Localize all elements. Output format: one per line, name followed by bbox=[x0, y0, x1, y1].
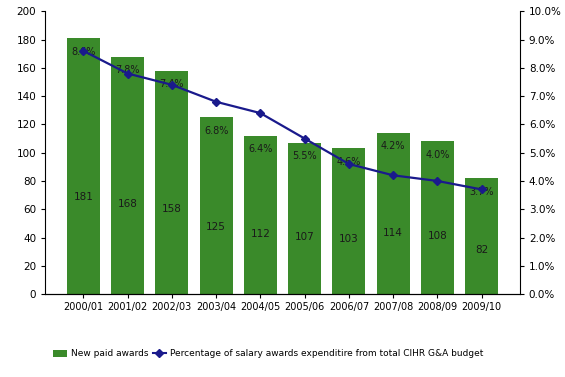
Text: 7.8%: 7.8% bbox=[115, 65, 140, 75]
Bar bbox=[111, 57, 144, 294]
Bar bbox=[421, 141, 454, 294]
Text: 181: 181 bbox=[73, 192, 93, 202]
Legend: New paid awards, Percentage of salary awards expenditire from total CIHR G&A bud: New paid awards, Percentage of salary aw… bbox=[54, 349, 483, 359]
Text: 4.2%: 4.2% bbox=[381, 141, 405, 152]
Bar bbox=[288, 143, 321, 294]
Text: 158: 158 bbox=[162, 204, 182, 214]
Text: 125: 125 bbox=[206, 222, 226, 232]
Bar bbox=[332, 149, 366, 294]
Bar bbox=[244, 136, 277, 294]
Text: 6.8%: 6.8% bbox=[204, 126, 228, 136]
Text: 112: 112 bbox=[250, 229, 270, 239]
Text: 114: 114 bbox=[383, 228, 403, 238]
Bar bbox=[376, 133, 410, 294]
Bar bbox=[199, 117, 233, 294]
Text: 3.7%: 3.7% bbox=[470, 187, 494, 197]
Text: 108: 108 bbox=[428, 231, 447, 241]
Bar bbox=[67, 38, 100, 294]
Text: 6.4%: 6.4% bbox=[248, 144, 272, 154]
Text: 7.4%: 7.4% bbox=[160, 79, 184, 89]
Text: 82: 82 bbox=[475, 245, 488, 255]
Text: 4.6%: 4.6% bbox=[337, 157, 361, 167]
Text: 8.6%: 8.6% bbox=[71, 47, 95, 57]
Bar bbox=[155, 71, 189, 294]
Text: 5.5%: 5.5% bbox=[292, 151, 317, 161]
Text: 4.0%: 4.0% bbox=[425, 150, 450, 160]
Text: 168: 168 bbox=[118, 199, 137, 209]
Text: 107: 107 bbox=[295, 231, 315, 242]
Bar bbox=[465, 178, 498, 294]
Text: 103: 103 bbox=[339, 234, 359, 244]
